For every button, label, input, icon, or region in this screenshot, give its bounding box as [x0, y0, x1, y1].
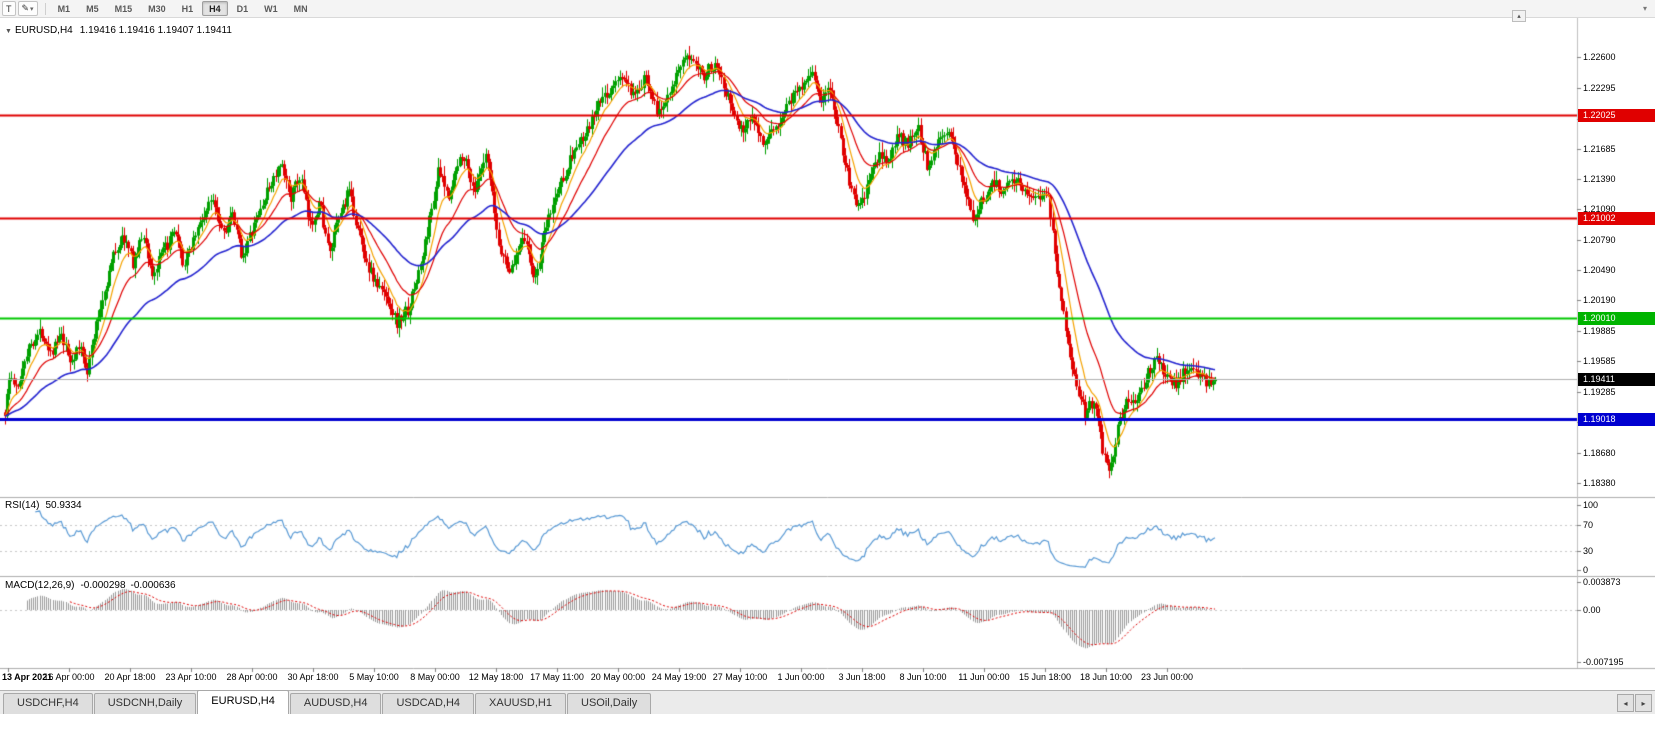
timeframe-m1-button[interactable]: M1 — [51, 1, 78, 16]
chart-tabs: USDCHF,H4 USDCNH,Daily EURUSD,H4 AUDUSD,H4 U… — [3, 690, 652, 714]
timeframe-group: M1 M5 M15 M30 H1 H4 D1 W1 MN — [51, 1, 315, 16]
chart-tab-usdcnh[interactable]: USDCNH,Daily — [93, 693, 197, 714]
chart-tab-audusd[interactable]: AUDUSD,H4 — [289, 693, 382, 714]
chart-tab-usdcad[interactable]: USDCAD,H4 — [382, 693, 475, 714]
timeframe-mn-button[interactable]: MN — [287, 1, 315, 16]
chevron-down-icon: ▾ — [30, 6, 34, 13]
tab-scroll-left-button[interactable]: ◂ — [1617, 694, 1634, 712]
chart-tab-xauusd[interactable]: XAUUSD,H1 — [475, 693, 566, 714]
panel-toggle-button[interactable]: ▴ — [1512, 10, 1526, 22]
draw-tool-button[interactable]: ✎▾ — [17, 1, 38, 16]
toolbar: T ✎▾ M1 M5 M15 M30 H1 H4 D1 W1 MN ▾ — [0, 0, 1655, 18]
chart-tab-usdchf[interactable]: USDCHF,H4 — [3, 693, 93, 714]
timeframe-d1-button[interactable]: D1 — [230, 1, 256, 16]
timeframe-m5-button[interactable]: M5 — [79, 1, 106, 16]
timeframe-h1-button[interactable]: H1 — [175, 1, 201, 16]
tab-scroll-right-button[interactable]: ▸ — [1635, 694, 1652, 712]
timeframe-m15-button[interactable]: M15 — [108, 1, 140, 16]
chart-tab-usoil[interactable]: USOil,Daily — [567, 693, 652, 714]
chart-tab-bar: USDCHF,H4 USDCNH,Daily EURUSD,H4 AUDUSD,H4 U… — [0, 690, 1655, 714]
timeframe-m30-button[interactable]: M30 — [141, 1, 173, 16]
timeframe-w1-button[interactable]: W1 — [257, 1, 285, 16]
crosshair-tool-button[interactable]: T — [2, 1, 16, 16]
pencil-icon: ✎ — [21, 3, 30, 13]
toolbar-overflow-button[interactable]: ▾ — [1638, 1, 1652, 15]
chart-tab-eurusd[interactable]: EURUSD,H4 — [197, 690, 289, 714]
toolbar-separator — [44, 2, 46, 15]
timeframe-h4-button[interactable]: H4 — [202, 1, 228, 16]
tab-scroll-buttons: ◂ ▸ — [1617, 694, 1652, 712]
price-chart-canvas[interactable] — [0, 18, 1655, 690]
